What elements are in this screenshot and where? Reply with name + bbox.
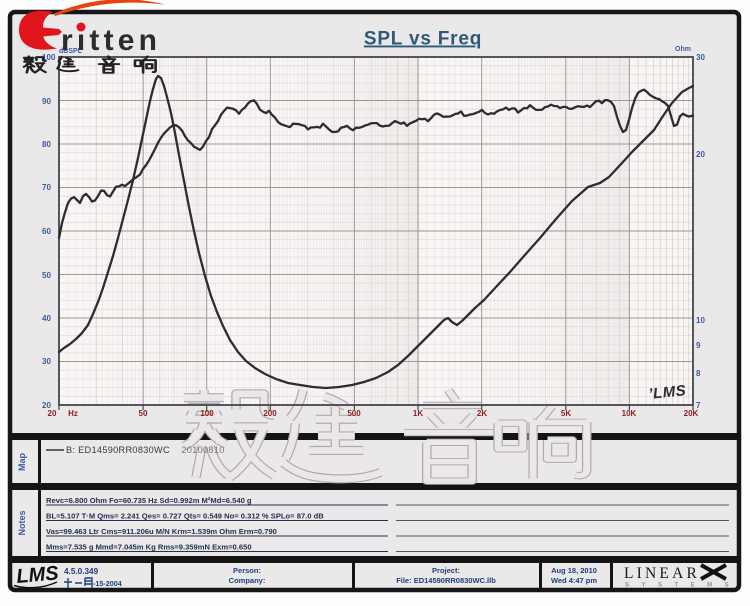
svg-text:Aug 18, 2010: Aug 18, 2010 bbox=[551, 566, 597, 575]
svg-text:Mms=7.535 g Mmd=7.045m Kg Rm: Mms=7.535 g Mmd=7.045m Kg Rms=9.359mN Ex… bbox=[46, 543, 252, 552]
svg-text:LINEAR: LINEAR bbox=[624, 565, 700, 582]
svg-text:’LMS: ’LMS bbox=[648, 382, 687, 403]
svg-text:SPL vs Freq: SPL vs Freq bbox=[364, 29, 482, 50]
svg-text:20: 20 bbox=[48, 409, 57, 418]
svg-text:5K: 5K bbox=[561, 409, 571, 418]
svg-text:50: 50 bbox=[42, 271, 51, 280]
svg-text:30: 30 bbox=[42, 357, 51, 366]
svg-text:20: 20 bbox=[696, 150, 705, 159]
svg-text:B: ED14590RR0830WC 20100810: B: ED14590RR0830WC 20100810 bbox=[66, 445, 225, 455]
svg-text:Hz: Hz bbox=[68, 409, 78, 418]
svg-text:Revc=6.800 Ohm Fo=60.735 Hz: Revc=6.800 Ohm Fo=60.735 Hz Sd=0.992m M²… bbox=[46, 496, 252, 505]
svg-text:200: 200 bbox=[263, 409, 277, 418]
svg-text:100: 100 bbox=[200, 409, 214, 418]
svg-text:Company:: Company: bbox=[229, 576, 266, 585]
svg-text:dBSPL: dBSPL bbox=[59, 48, 83, 55]
svg-text:SYSTEMS: SYSTEMS bbox=[625, 583, 741, 589]
svg-text:Map: Map bbox=[17, 452, 27, 471]
svg-text:30: 30 bbox=[696, 53, 705, 62]
svg-text:1K: 1K bbox=[413, 409, 423, 418]
svg-text:4.5.0.349: 4.5.0.349 bbox=[64, 567, 99, 576]
svg-text:70: 70 bbox=[42, 183, 51, 192]
svg-text:20: 20 bbox=[42, 401, 51, 410]
svg-text:Project:: Project: bbox=[432, 566, 460, 575]
svg-text:20K: 20K bbox=[684, 409, 699, 418]
svg-text:Notes: Notes bbox=[17, 510, 27, 535]
svg-text:Ohm: Ohm bbox=[675, 46, 691, 53]
svg-text:60: 60 bbox=[42, 227, 51, 236]
svg-text:100: 100 bbox=[42, 53, 56, 62]
svg-text:Person:: Person: bbox=[233, 566, 261, 575]
svg-text:rıtten: rıtten bbox=[61, 24, 161, 57]
svg-text:Vas=99.463 Ltr Cms=911.206u M: Vas=99.463 Ltr Cms=911.206u M/N Krm=1.53… bbox=[46, 527, 277, 536]
svg-text:9: 9 bbox=[696, 341, 701, 350]
svg-text:10K: 10K bbox=[622, 409, 637, 418]
svg-text:40: 40 bbox=[42, 314, 51, 323]
svg-text:8: 8 bbox=[696, 369, 701, 378]
svg-text:90: 90 bbox=[42, 97, 51, 106]
svg-text:50: 50 bbox=[139, 409, 148, 418]
svg-text:Wed 4:47 pm: Wed 4:47 pm bbox=[551, 576, 597, 585]
svg-text:-15-2004: -15-2004 bbox=[93, 579, 122, 588]
svg-text:File: ED14590RR0830WC.llb: File: ED14590RR0830WC.llb bbox=[396, 576, 496, 585]
svg-text:10: 10 bbox=[696, 316, 705, 325]
svg-text:500: 500 bbox=[347, 409, 361, 418]
svg-text:BL=5.107 T·M Qms= 2.241 Qes=: BL=5.107 T·M Qms= 2.241 Qes= 0.727 Qts= … bbox=[46, 512, 324, 521]
svg-text:7: 7 bbox=[696, 401, 701, 410]
svg-text:80: 80 bbox=[42, 140, 51, 149]
svg-text:2K: 2K bbox=[477, 409, 487, 418]
